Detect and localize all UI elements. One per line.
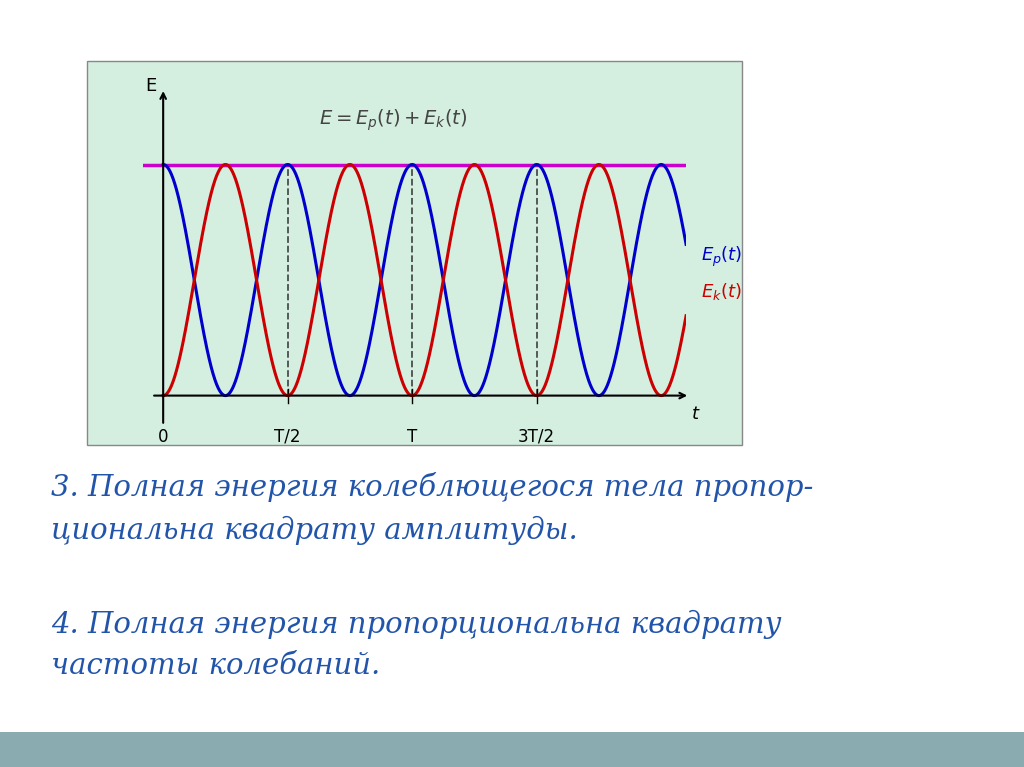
Text: $E_k(t)$: $E_k(t)$ xyxy=(701,281,742,302)
Text: E: E xyxy=(145,77,157,95)
Text: $E_p(t)$: $E_p(t)$ xyxy=(701,245,742,269)
Text: 0: 0 xyxy=(158,428,168,446)
Text: 3T/2: 3T/2 xyxy=(518,428,555,446)
Text: 3. Полная энергия колеблющегося тела пропор-
циональна квадрату амплитуды.: 3. Полная энергия колеблющегося тела про… xyxy=(51,472,814,545)
Text: 4. Полная энергия пропорциональна квадрату
частоты колебаний.: 4. Полная энергия пропорциональна квадра… xyxy=(51,610,781,680)
Text: T: T xyxy=(408,428,418,446)
Text: $E = E_p(t) + E_k(t)$: $E = E_p(t) + E_k(t)$ xyxy=(318,107,467,133)
Text: T/2: T/2 xyxy=(274,428,301,446)
Text: t: t xyxy=(692,405,699,423)
